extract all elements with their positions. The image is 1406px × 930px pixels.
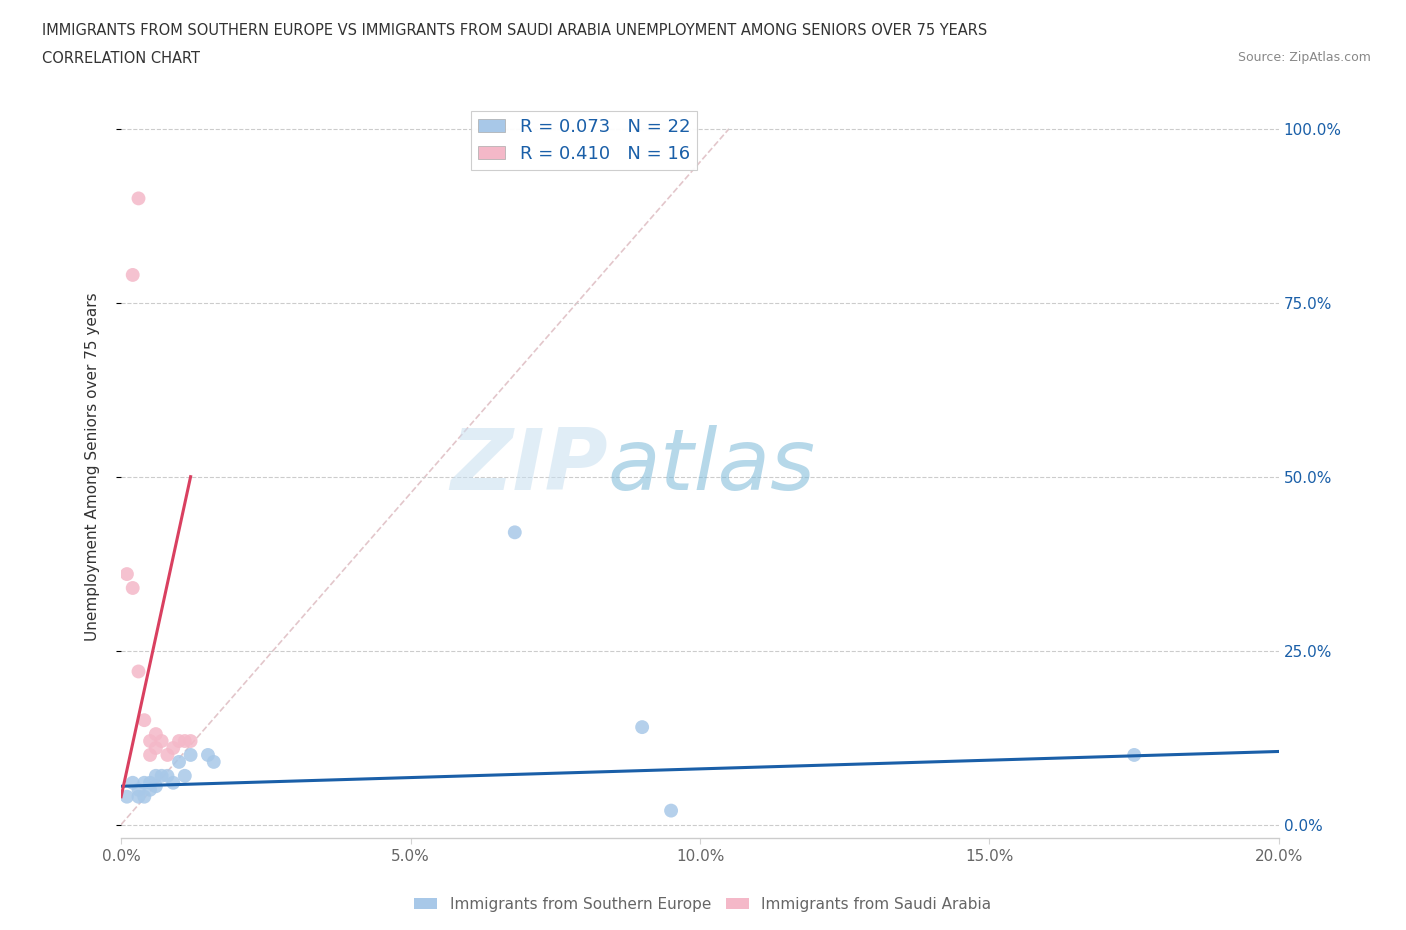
Point [150, 768, 173, 783]
Point [659, 804, 682, 818]
Legend: Immigrants from Southern Europe, Immigrants from Saudi Arabia: Immigrants from Southern Europe, Immigra… [408, 891, 998, 918]
Point [150, 734, 173, 749]
Point [128, 790, 150, 804]
Point [503, 525, 526, 539]
Point [202, 754, 225, 769]
Point [145, 740, 167, 755]
Point [128, 191, 150, 206]
Point [139, 734, 162, 749]
Point [631, 720, 654, 735]
Point [128, 782, 150, 797]
Y-axis label: Unemployment Among Seniors over 75 years: Unemployment Among Seniors over 75 years [86, 292, 100, 641]
Point [180, 748, 202, 763]
Text: Source: ZipAtlas.com: Source: ZipAtlas.com [1237, 51, 1371, 64]
Point [139, 782, 162, 797]
Point [156, 768, 179, 783]
Point [156, 748, 179, 763]
Point [173, 734, 195, 749]
Point [115, 790, 138, 804]
Point [128, 664, 150, 679]
Point [180, 734, 202, 749]
Point [1123, 748, 1146, 763]
Point [139, 776, 162, 790]
Point [197, 748, 219, 763]
Text: CORRELATION CHART: CORRELATION CHART [42, 51, 200, 66]
Legend: R = 0.073   N = 22, R = 0.410   N = 16: R = 0.073 N = 22, R = 0.410 N = 16 [471, 111, 697, 170]
Point [145, 726, 167, 741]
Point [134, 776, 156, 790]
Point [139, 748, 162, 763]
Point [162, 740, 184, 755]
Point [121, 268, 143, 283]
Point [162, 776, 184, 790]
Text: atlas: atlas [607, 425, 815, 508]
Point [145, 778, 167, 793]
Point [134, 790, 156, 804]
Point [134, 712, 156, 727]
Point [121, 776, 143, 790]
Point [167, 754, 190, 769]
Point [167, 734, 190, 749]
Text: IMMIGRANTS FROM SOUTHERN EUROPE VS IMMIGRANTS FROM SAUDI ARABIA UNEMPLOYMENT AMO: IMMIGRANTS FROM SOUTHERN EUROPE VS IMMIG… [42, 23, 987, 38]
Point [173, 768, 195, 783]
Point [115, 566, 138, 581]
Point [121, 580, 143, 595]
Text: ZIP: ZIP [450, 425, 607, 508]
Point [145, 768, 167, 783]
